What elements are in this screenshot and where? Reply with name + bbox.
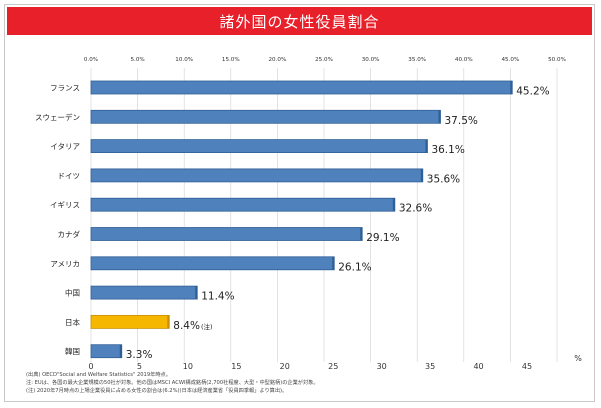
bar-end-cap [392, 198, 395, 212]
data-label-note: (注) [201, 322, 213, 331]
source-notes: (出典) OECD"Social and Welfare Statistics"… [26, 371, 586, 395]
data-label: 35.6% [427, 173, 460, 185]
bottom-axis-tick-label: 20 [280, 362, 290, 371]
category-label: 日本 [65, 317, 80, 327]
category-label: 韓国 [65, 346, 80, 356]
data-label: 37.5% [445, 115, 478, 127]
top-axis-tick-label: 35.0% [408, 57, 426, 63]
bar [90, 109, 441, 124]
top-axis-tick-label: 5.0% [130, 57, 144, 63]
category-label: スウェーデン [35, 112, 80, 122]
bar [90, 197, 396, 212]
category-label: フランス [50, 84, 80, 93]
bar [90, 80, 513, 95]
bottom-axis-tick-label: 0 [88, 362, 93, 371]
top-axis-tick-label: 30.0% [362, 57, 380, 63]
data-label: 8.4% [173, 320, 200, 332]
data-label: 3.3% [126, 349, 153, 361]
bottom-axis-tick-label: 5 [137, 362, 142, 371]
top-axis-tick-label: 10.0% [175, 57, 193, 63]
bar-end-cap [438, 110, 441, 124]
bar [90, 168, 424, 183]
bar [90, 227, 363, 241]
top-axis-tick-label: 50.0% [548, 57, 566, 63]
data-label: 45.2% [516, 86, 549, 98]
category-label: ドイツ [58, 171, 81, 180]
category-label: カナダ [58, 229, 81, 239]
bottom-axis-tick-label: 35 [425, 362, 435, 371]
category-label: イタリア [50, 142, 80, 151]
note-line-2: 注: EUは、各国の最大企業規模の50社が対象。他の国はMSCI ACWI構成銘… [26, 380, 319, 386]
bottom-axis-tick-label: 40 [473, 362, 483, 371]
data-label: 36.1% [431, 144, 464, 156]
bar [90, 139, 428, 154]
bar-highlight [90, 314, 170, 329]
category-label: イギリス [50, 201, 80, 210]
bar-end-cap [420, 168, 423, 182]
chart-title: 諸外国の女性役員割合 [7, 7, 592, 35]
bar-end-cap [119, 344, 122, 358]
top-axis-tick-label: 40.0% [455, 57, 473, 63]
bar-end-cap [332, 256, 335, 270]
category-label: 中国 [65, 288, 80, 298]
top-axis-tick-label: 15.0% [222, 57, 240, 63]
bar-end-cap [510, 81, 513, 94]
category-label: アメリカ [50, 259, 80, 268]
top-axis-tick-label: 0.0% [84, 57, 98, 63]
note-line-1: (出典) OECD"Social and Welfare Statistics"… [26, 372, 171, 378]
bar [90, 285, 198, 300]
top-axis-tick-label: 25.0% [315, 57, 333, 63]
data-label: 11.4% [201, 291, 234, 303]
bar [90, 256, 335, 271]
bar-end-cap [195, 286, 198, 300]
bar-end-cap [425, 139, 428, 153]
bottom-axis-unit: % [574, 354, 582, 363]
bar-end-cap [360, 227, 363, 241]
bottom-axis-tick-label: 10 [183, 362, 193, 371]
top-axis-tick-label: 20.0% [269, 57, 287, 63]
data-label: 29.1% [366, 232, 399, 244]
bottom-axis-tick-label: 30 [377, 362, 387, 371]
bottom-axis-tick-label: 15 [231, 362, 241, 371]
note-line-3: (注) 2020年7月時点の上場企業役員に占める女性の割合は(6.2%)(日本は… [26, 388, 288, 394]
top-axis-tick-label: 45.0% [502, 57, 520, 63]
bottom-axis-tick-label: 45 [522, 362, 532, 371]
bottom-axis-tick-label: 25 [328, 362, 338, 371]
data-label: 32.6% [399, 203, 432, 215]
data-label: 26.1% [338, 261, 371, 273]
bar-end-cap [167, 315, 170, 329]
bar [90, 344, 123, 359]
